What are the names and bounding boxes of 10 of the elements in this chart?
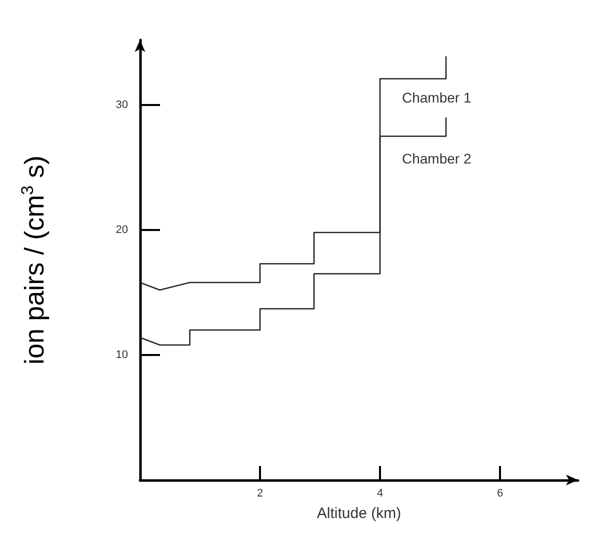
- x-tick-label: 4: [376, 488, 384, 500]
- y-tick-label: 10: [116, 349, 128, 361]
- y-tick-label: 20: [116, 224, 128, 236]
- x-tick-label: 6: [496, 488, 504, 500]
- y-tick-label: 30: [116, 99, 128, 111]
- series-label: Chamber 2: [402, 150, 472, 166]
- x-axis-title: Altitude (km): [316, 505, 402, 522]
- x-tick-label: 2: [256, 488, 264, 500]
- series-label: Chamber 1: [402, 89, 472, 106]
- y-axis-title: ion pairs / (cm3 s): [18, 156, 50, 364]
